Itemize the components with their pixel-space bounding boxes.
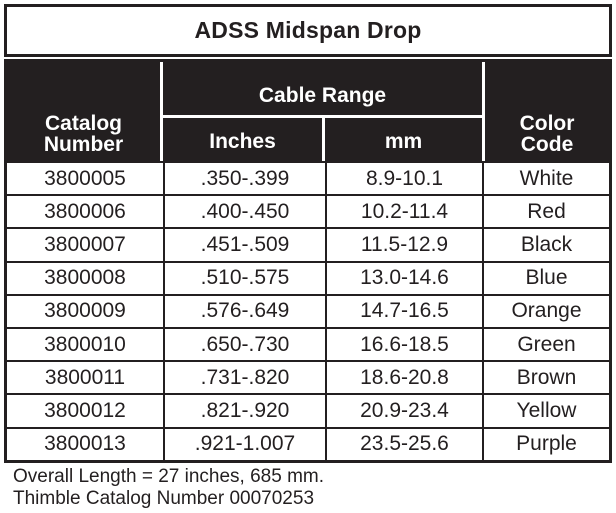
cell-color-code: White [482, 161, 609, 195]
cell-mm: 14.7-16.5 [325, 293, 482, 327]
cell-catalog-number: 3800010 [7, 326, 163, 361]
cell-color-code: Blue [482, 260, 609, 294]
cell-inches: .451-.509 [163, 227, 325, 261]
cell-mm: 11.5-12.9 [325, 227, 482, 261]
color-header-line1: Color [519, 112, 575, 135]
table-grid: Catalog Number Cable Range Color Code In… [4, 59, 612, 463]
cell-catalog-number: 3800007 [7, 227, 163, 261]
table-title: ADSS Midspan Drop [4, 4, 612, 57]
cell-mm: 20.9-23.4 [325, 393, 482, 427]
cell-catalog-number: 3800008 [7, 260, 163, 294]
cell-color-code: Brown [482, 360, 609, 394]
inches-label: Inches [209, 130, 276, 153]
table-title-text: ADSS Midspan Drop [194, 17, 422, 43]
cell-mm: 18.6-20.8 [325, 360, 482, 394]
cell-catalog-number: 3800009 [7, 293, 163, 327]
cell-inches: .400-.450 [163, 194, 325, 228]
cell-inches: .731-.820 [163, 360, 325, 394]
cell-inches: .510-.575 [163, 260, 325, 294]
cell-color-code: Green [482, 326, 609, 361]
color-header-line2: Code [520, 133, 574, 156]
cell-mm: 23.5-25.6 [325, 426, 482, 460]
mm-label: mm [384, 130, 423, 153]
cell-inches: .350-.399 [163, 161, 325, 195]
catalog-header-line1: Catalog [44, 112, 122, 135]
cell-catalog-number: 3800005 [7, 161, 163, 195]
cell-color-code: Orange [482, 293, 609, 327]
cell-inches: .921-1.007 [163, 426, 325, 460]
cell-inches: .650-.730 [163, 326, 325, 361]
column-header-inches: Inches [163, 115, 325, 161]
cell-catalog-number: 3800013 [7, 426, 163, 460]
cell-inches: .576-.649 [163, 293, 325, 327]
cell-mm: 16.6-18.5 [325, 326, 482, 361]
catalog-header-line2: Number [43, 133, 124, 156]
footnotes: Overall Length = 27 inches, 685 mm. Thim… [13, 466, 324, 510]
column-header-cable-range: Cable Range [163, 62, 482, 115]
cell-catalog-number: 3800011 [7, 360, 163, 394]
adss-midspan-drop-table: ADSS Midspan Drop Catalog Number Cable R… [4, 4, 612, 463]
cell-catalog-number: 3800012 [7, 393, 163, 427]
note-thimble-catalog-number: Thimble Catalog Number 00070253 [13, 488, 315, 509]
cell-color-code: Red [482, 194, 609, 228]
cell-color-code: Yellow [482, 393, 609, 427]
note-overall-length: Overall Length = 27 inches, 685 mm. [13, 466, 325, 487]
cell-inches: .821-.920 [163, 393, 325, 427]
cell-mm: 13.0-14.6 [325, 260, 482, 294]
cable-range-label: Cable Range [258, 84, 387, 107]
cell-catalog-number: 3800006 [7, 194, 163, 228]
column-header-color-code: Color Code [482, 62, 609, 161]
cell-mm: 8.9-10.1 [325, 161, 482, 195]
cell-mm: 10.2-11.4 [325, 194, 482, 228]
column-header-mm: mm [325, 115, 482, 161]
column-header-catalog-number: Catalog Number [7, 62, 163, 161]
cell-color-code: Black [482, 227, 609, 261]
cell-color-code: Purple [482, 426, 609, 460]
